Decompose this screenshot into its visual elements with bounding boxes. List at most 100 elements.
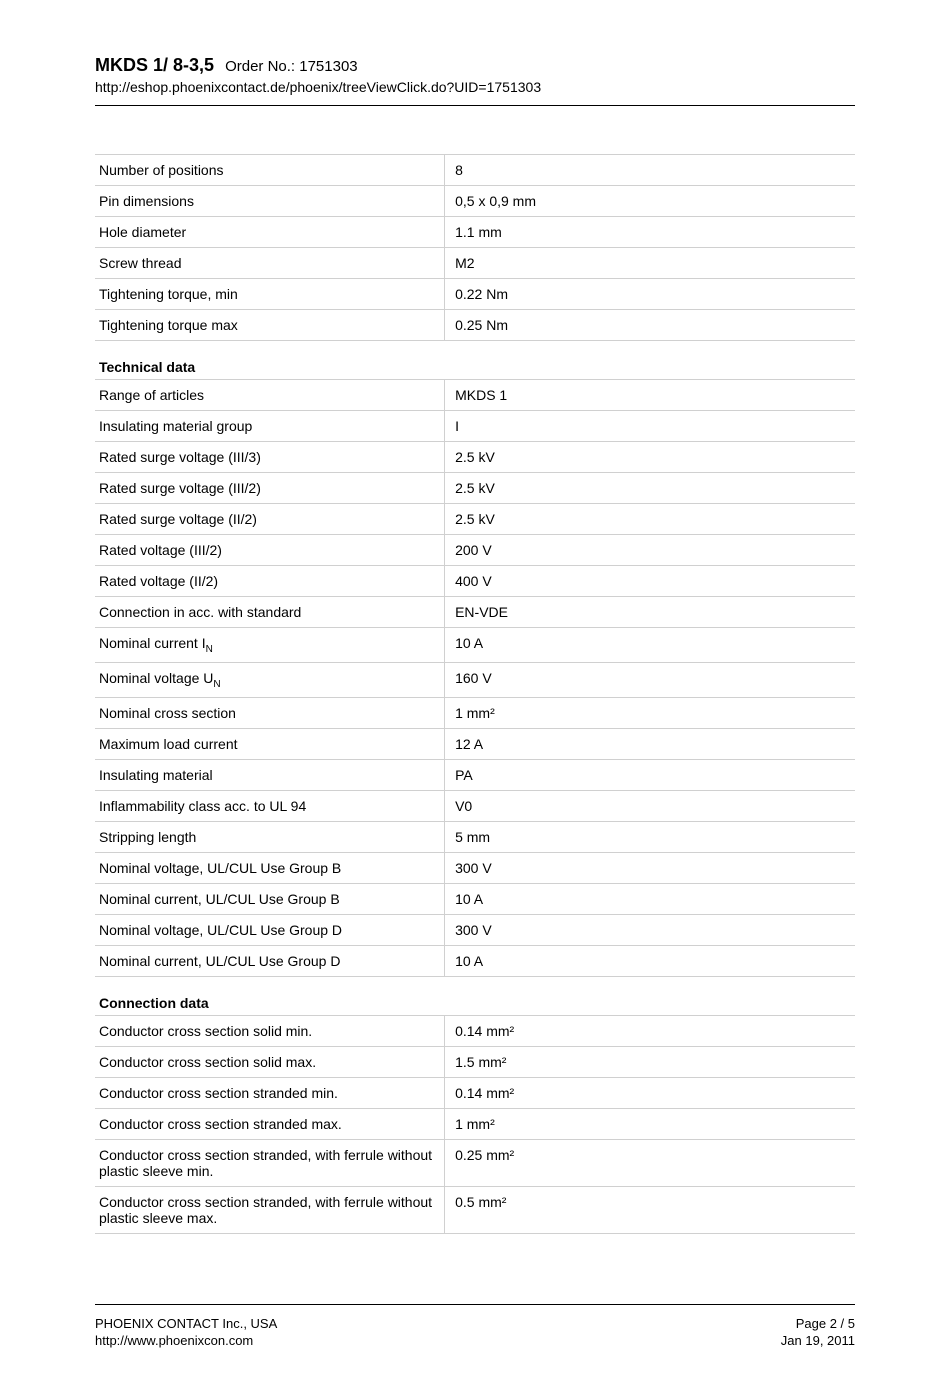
header-url[interactable]: http://eshop.phoenixcontact.de/phoenix/t… [95,79,855,95]
spec-value: 300 V [445,914,855,945]
spec-label: Conductor cross section stranded min. [95,1077,445,1108]
table-row: Rated surge voltage (II/2)2.5 kV [95,504,855,535]
spec-value: 160 V [445,662,855,697]
table-row: Inflammability class acc. to UL 94V0 [95,790,855,821]
spec-label: Rated voltage (II/2) [95,566,445,597]
table-row: Nominal current IN10 A [95,628,855,663]
spec-label: Range of articles [95,380,445,411]
spec-label: Conductor cross section solid min. [95,1015,445,1046]
footer-page: Page 2 / 5 [781,1315,855,1333]
spec-label: Connection in acc. with standard [95,597,445,628]
spec-value: 8 [445,155,855,186]
order-number: Order No.: 1751303 [225,58,358,75]
spec-label: Stripping length [95,821,445,852]
spec-value: 2.5 kV [445,504,855,535]
table-row: Tightening torque, min0.22 Nm [95,279,855,310]
table-row: Conductor cross section stranded, with f… [95,1139,855,1186]
spec-label: Inflammability class acc. to UL 94 [95,790,445,821]
spec-value: PA [445,759,855,790]
spec-value: 10 A [445,945,855,976]
spec-value: 1.1 mm [445,217,855,248]
table-row: Insulating material groupI [95,411,855,442]
table-row: Nominal voltage, UL/CUL Use Group D300 V [95,914,855,945]
footer-date: Jan 19, 2011 [781,1332,855,1350]
table-row: Conductor cross section solid min.0.14 m… [95,1015,855,1046]
spec-value: 1 mm² [445,697,855,728]
spec-label: Conductor cross section solid max. [95,1046,445,1077]
table-row: Stripping length5 mm [95,821,855,852]
spec-label: Insulating material group [95,411,445,442]
spec-label: Rated surge voltage (III/2) [95,473,445,504]
spec-label: Rated surge voltage (II/2) [95,504,445,535]
table-row: Number of positions8 [95,155,855,186]
spec-value: 5 mm [445,821,855,852]
spec-value: 10 A [445,883,855,914]
spec-label: Nominal voltage, UL/CUL Use Group B [95,852,445,883]
spec-label: Tightening torque, min [95,279,445,310]
spec-sections: Number of positions8Pin dimensions0,5 x … [95,154,855,1234]
spec-label: Hole diameter [95,217,445,248]
spec-value: MKDS 1 [445,380,855,411]
table-row: Rated surge voltage (III/2)2.5 kV [95,473,855,504]
header-title-line: MKDS 1/ 8-3,5 Order No.: 1751303 [95,55,855,76]
table-row: Nominal voltage, UL/CUL Use Group B300 V [95,852,855,883]
footer-company: PHOENIX CONTACT Inc., USA [95,1315,277,1333]
spec-value: 200 V [445,535,855,566]
spec-value: 400 V [445,566,855,597]
spec-label: Nominal voltage, UL/CUL Use Group D [95,914,445,945]
spec-value: 1 mm² [445,1108,855,1139]
table-row: Insulating materialPA [95,759,855,790]
footer-left: PHOENIX CONTACT Inc., USA http://www.pho… [95,1315,277,1350]
table-row: Connection in acc. with standardEN-VDE [95,597,855,628]
spec-value: 1.5 mm² [445,1046,855,1077]
spec-table: Conductor cross section solid min.0.14 m… [95,1015,855,1234]
spec-label: Rated voltage (III/2) [95,535,445,566]
spec-label: Number of positions [95,155,445,186]
table-row: Nominal cross section1 mm² [95,697,855,728]
spec-value: V0 [445,790,855,821]
table-row: Hole diameter1.1 mm [95,217,855,248]
table-row: Rated surge voltage (III/3)2.5 kV [95,442,855,473]
spec-label: Tightening torque max [95,310,445,341]
table-row: Screw threadM2 [95,248,855,279]
table-row: Conductor cross section stranded, with f… [95,1186,855,1233]
spec-value: I [445,411,855,442]
section-heading: Connection data [95,995,855,1011]
spec-label: Nominal voltage UN [95,662,445,697]
table-row: Range of articlesMKDS 1 [95,380,855,411]
spec-label: Nominal current, UL/CUL Use Group D [95,945,445,976]
spec-label: Conductor cross section stranded max. [95,1108,445,1139]
spec-value: 0.14 mm² [445,1015,855,1046]
spec-label: Conductor cross section stranded, with f… [95,1186,445,1233]
table-row: Conductor cross section solid max.1.5 mm… [95,1046,855,1077]
spec-label: Pin dimensions [95,186,445,217]
table-row: Rated voltage (II/2)400 V [95,566,855,597]
spec-value: 300 V [445,852,855,883]
footer-company-url[interactable]: http://www.phoenixcon.com [95,1332,277,1350]
table-row: Nominal voltage UN160 V [95,662,855,697]
table-row: Nominal current, UL/CUL Use Group B10 A [95,883,855,914]
spec-label: Screw thread [95,248,445,279]
table-row: Nominal current, UL/CUL Use Group D10 A [95,945,855,976]
spec-label: Conductor cross section stranded, with f… [95,1139,445,1186]
table-row: Pin dimensions0,5 x 0,9 mm [95,186,855,217]
spec-value: 0.14 mm² [445,1077,855,1108]
spec-value: 10 A [445,628,855,663]
spec-value: 0.22 Nm [445,279,855,310]
spec-label: Nominal cross section [95,697,445,728]
table-row: Conductor cross section stranded min.0.1… [95,1077,855,1108]
spec-label: Insulating material [95,759,445,790]
spec-label: Maximum load current [95,728,445,759]
spec-value: 0,5 x 0,9 mm [445,186,855,217]
section-heading: Technical data [95,359,855,375]
page-header: MKDS 1/ 8-3,5 Order No.: 1751303 http://… [95,55,855,106]
table-row: Rated voltage (III/2)200 V [95,535,855,566]
spec-table: Number of positions8Pin dimensions0,5 x … [95,154,855,341]
spec-value: 12 A [445,728,855,759]
spec-label: Nominal current, UL/CUL Use Group B [95,883,445,914]
footer-right: Page 2 / 5 Jan 19, 2011 [781,1315,855,1350]
spec-value: EN-VDE [445,597,855,628]
spec-table: Range of articlesMKDS 1Insulating materi… [95,379,855,977]
spec-value: 2.5 kV [445,473,855,504]
spec-value: M2 [445,248,855,279]
